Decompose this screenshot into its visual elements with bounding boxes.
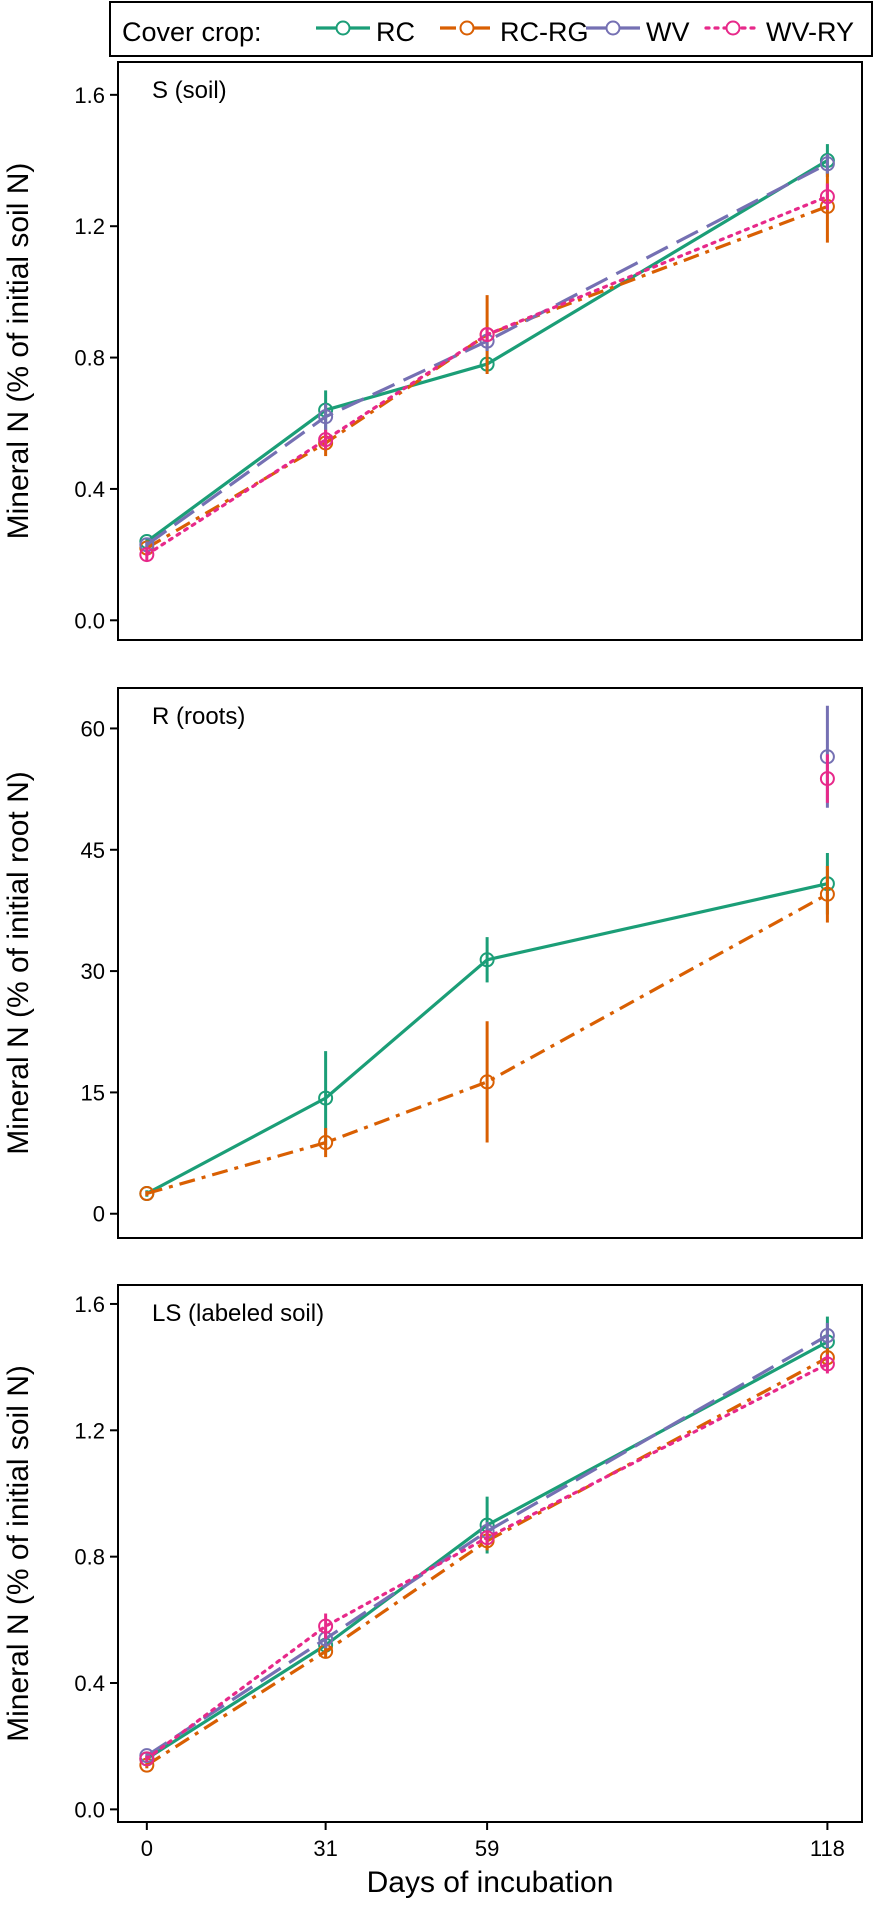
y-tick-label: 0.8	[74, 346, 105, 371]
panel-frame	[117, 687, 863, 1239]
data-point	[819, 886, 835, 902]
legend: Cover crop: RC RC-RG WV WV-RY	[109, 1, 873, 57]
data-point	[318, 1135, 334, 1151]
legend-label: RC	[376, 17, 415, 47]
y-tick-label: 0.4	[74, 1671, 105, 1696]
x-tick-label: 59	[475, 1836, 499, 1861]
legend-marker	[335, 20, 351, 36]
data-point	[139, 547, 155, 563]
y-tick-label: 1.2	[74, 214, 105, 239]
legend-marker	[725, 20, 741, 36]
series-line	[145, 205, 828, 550]
legend-item-rc-rg: RC-RG	[440, 17, 589, 47]
series-rc-rg	[139, 865, 835, 1202]
panel-frame	[117, 1284, 863, 1823]
x-tick-label: 31	[313, 1836, 337, 1861]
y-tick-label: 1.2	[74, 1418, 105, 1443]
legend-label: RC-RG	[500, 17, 589, 47]
data-point	[318, 1090, 334, 1106]
y-tick-label: 30	[81, 959, 105, 984]
data-point	[318, 409, 334, 425]
y-tick-label: 45	[81, 838, 105, 863]
data-point	[318, 1618, 334, 1634]
y-tick-label: 60	[81, 716, 105, 741]
data-point	[819, 156, 835, 172]
panel-soil: 0.0 0.4 0.8 1.2 1.6 Mineral N (% of initial s…	[2, 61, 863, 641]
legend-title: Cover crop:	[122, 17, 262, 47]
panel-roots: 0 15 30 45 60 Mineral N (% of initial root N)…	[2, 687, 863, 1239]
x-tick-label: 0	[141, 1836, 153, 1861]
data-point	[819, 771, 835, 787]
series-line	[145, 1356, 829, 1767]
y-axis-title: Mineral N (% of initial soil N)	[2, 1365, 35, 1742]
y-tick-label: 1.6	[74, 1292, 105, 1317]
data-point	[139, 1751, 155, 1767]
x-tick-label: 118	[810, 1836, 845, 1861]
y-axis-title: Mineral N (% of initial soil N)	[2, 163, 35, 540]
data-point	[139, 1186, 155, 1202]
panel-label: LS (labeled soil)	[152, 1300, 324, 1327]
data-point	[819, 189, 835, 205]
y-tick-label: 0.8	[74, 1545, 105, 1570]
y-tick-label: 0	[93, 1202, 105, 1227]
legend-item-rc: RC	[316, 17, 415, 47]
x-axis-title: Days of incubation	[367, 1866, 614, 1899]
data-point	[479, 952, 495, 968]
series-line	[145, 1334, 829, 1758]
y-tick-label: 15	[81, 1080, 105, 1105]
y-axis-title: Mineral N (% of initial root N)	[2, 771, 35, 1154]
series-line	[146, 892, 829, 1196]
panel-labeled-soil: 0.0 0.4 0.8 1.2 1.6 Mineral N (% of initial s…	[2, 1284, 863, 1823]
series-line	[145, 1362, 830, 1761]
series-line	[145, 162, 829, 547]
data-point	[479, 1074, 495, 1090]
panel-label: R (roots)	[152, 703, 245, 730]
panel-label: S (soil)	[152, 77, 227, 104]
data-point	[479, 1530, 495, 1546]
legend-label: WV-RY	[766, 17, 854, 47]
data-point	[318, 432, 334, 448]
series-wv-ry	[139, 1354, 835, 1767]
data-point	[819, 1356, 835, 1372]
legend-marker	[605, 20, 621, 36]
legend-item-wv: WV	[586, 17, 690, 47]
x-axis: 0 31 59 118	[141, 1822, 845, 1861]
y-tick-label: 1.6	[74, 83, 105, 108]
legend-item-wv-ry: WV-RY	[704, 17, 854, 47]
y-tick-label: 0.0	[74, 1797, 105, 1822]
series-line	[146, 882, 828, 1195]
series-wv-ry	[139, 183, 835, 563]
panel-frame	[117, 61, 863, 641]
y-tick-label: 0.0	[74, 608, 105, 633]
series-line	[145, 195, 830, 557]
legend-marker	[459, 20, 475, 36]
legend-items: RC RC-RG WV WV-RY	[316, 17, 854, 47]
y-tick-label: 0.4	[74, 477, 105, 502]
legend-label: WV	[646, 17, 690, 47]
series-wv-ry	[819, 754, 835, 803]
data-point	[479, 327, 495, 343]
data-point	[819, 1328, 835, 1344]
